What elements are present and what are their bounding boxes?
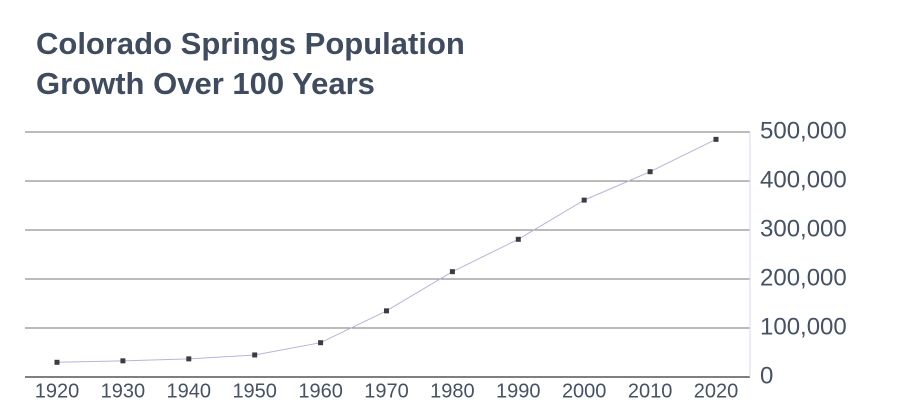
- chart-title: Colorado Springs Population: [36, 26, 465, 61]
- x-tick-label: 2000: [562, 380, 607, 402]
- x-tick-label: 1970: [364, 380, 409, 402]
- point-marker: [54, 359, 60, 365]
- point-marker: [252, 352, 258, 358]
- x-tick-label: 1960: [298, 380, 343, 402]
- x-tick-label: 1980: [430, 380, 475, 402]
- point-marker: [186, 356, 192, 362]
- x-tick-label: 1990: [496, 380, 541, 402]
- x-tick-label: 2010: [628, 380, 673, 402]
- chart-title: Growth Over 100 Years: [36, 66, 375, 101]
- x-tick-label: 2020: [694, 380, 739, 402]
- y-tick-label: 500,000: [760, 117, 847, 144]
- point-marker: [713, 136, 719, 142]
- point-marker: [120, 358, 126, 364]
- point-marker: [647, 169, 653, 175]
- y-tick-label: 0: [760, 362, 773, 389]
- y-tick-label: 400,000: [760, 166, 847, 193]
- point-marker: [449, 269, 455, 275]
- point-marker: [384, 308, 389, 314]
- point-marker: [581, 197, 587, 203]
- series-line: [56, 138, 717, 363]
- point-marker: [515, 236, 521, 242]
- point-marker: [318, 340, 324, 346]
- y-tick-label: 200,000: [760, 264, 847, 291]
- x-tick-label: 1940: [167, 380, 212, 402]
- y-tick-label: 100,000: [760, 313, 847, 340]
- x-tick-label: 1930: [101, 380, 146, 402]
- x-tick-label: 1920: [35, 380, 80, 402]
- x-tick-label: 1950: [232, 380, 277, 402]
- y-tick-label: 300,000: [760, 215, 847, 242]
